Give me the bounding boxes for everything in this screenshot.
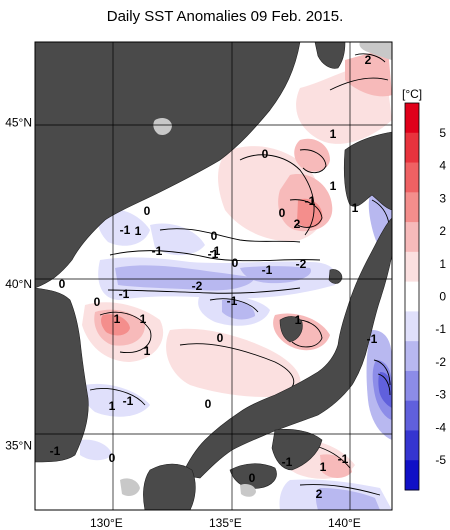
- contour-label: 0: [262, 147, 269, 161]
- contour-label: 0: [279, 206, 286, 220]
- colorbar-tick-label: -3: [435, 388, 446, 402]
- contour-label: 1: [330, 179, 337, 193]
- contour-label: -1: [367, 332, 378, 346]
- lon-tick-label: 130°E: [90, 516, 123, 530]
- colorbar-tick-label: 1: [439, 257, 446, 271]
- colorbar-tick-label: -5: [435, 453, 446, 467]
- contour-label: -1: [305, 194, 316, 208]
- lon-tick-label: 140°E: [328, 516, 361, 530]
- colorbar-swatch: [405, 132, 419, 164]
- lat-tick-label: 35°N: [5, 438, 32, 452]
- colorbar-tick-label: -2: [435, 355, 446, 369]
- colorbar-swatch: [405, 311, 419, 342]
- colorbar-tick-label: -4: [435, 420, 446, 434]
- sea-ice-patches: [120, 42, 392, 497]
- map-frame: [34, 41, 393, 511]
- contour-label: -1: [338, 452, 349, 466]
- contour-label: 2: [316, 487, 323, 501]
- colorbar-swatch: [405, 222, 419, 253]
- contour-label: 0: [59, 277, 66, 291]
- colorbar-swatch: [405, 370, 419, 402]
- contour-label: 0: [205, 397, 212, 411]
- lat-tick-label: 45°N: [5, 116, 32, 130]
- contour-label: 1: [109, 399, 116, 413]
- longitude-ticks: 130°E 135°E 140°E: [90, 516, 361, 530]
- contour-label: 0: [211, 229, 218, 243]
- anomaly-field: [80, 48, 392, 510]
- colorbar-frame: [404, 102, 420, 491]
- colorbar: [°C] 5 4 3 2 1 0 -1 -2 -3 -4 -5: [402, 87, 446, 491]
- colorbar-ticks: 5 4 3 2 1 0 -1 -2 -3 -4 -5: [435, 126, 446, 467]
- contour-label: 2: [294, 217, 301, 231]
- contour-label: 0: [232, 256, 239, 270]
- colorbar-tick-label: 2: [439, 224, 446, 238]
- contour-label: 1: [114, 312, 121, 326]
- contour-label: -2: [192, 279, 203, 293]
- contour-label: -1: [282, 455, 293, 469]
- contour-label: 0: [249, 471, 256, 485]
- contour-label: 1: [295, 313, 302, 327]
- colorbar-tick-label: 3: [439, 191, 446, 205]
- contour-label: 0: [109, 451, 116, 465]
- contour-label: 2: [365, 53, 372, 67]
- colorbar-swatch: [405, 460, 419, 491]
- contour-label: 1: [320, 460, 327, 474]
- contour-label: -1: [50, 444, 61, 458]
- contour-label: -1: [208, 247, 219, 261]
- contour-label: 1: [135, 224, 142, 238]
- contour-label: 0: [94, 295, 101, 309]
- lat-tick-label: 40°N: [5, 277, 32, 291]
- colorbar-tick-label: 0: [439, 290, 446, 304]
- colorbar-unit: [°C]: [402, 87, 422, 101]
- colorbar-swatch: [405, 251, 419, 283]
- colorbar-tick-label: 4: [439, 159, 446, 173]
- contour-label: -1: [120, 223, 131, 237]
- contour-label: -1: [227, 294, 238, 308]
- colorbar-swatches: [404, 102, 420, 491]
- contour-label: -1: [119, 287, 130, 301]
- colorbar-tick-label: 5: [439, 126, 446, 140]
- contour-label: -1: [262, 263, 273, 277]
- colorbar-swatch: [405, 430, 419, 461]
- contour-label: 0: [144, 204, 151, 218]
- contour-label: 1: [330, 127, 337, 141]
- map-title: Daily SST Anomalies 09 Feb. 2015.: [106, 8, 344, 25]
- contour-label: 1: [144, 344, 151, 358]
- contour-label: -1: [123, 394, 134, 408]
- colorbar-swatch: [405, 341, 419, 372]
- colorbar-tick-label: -1: [435, 322, 446, 336]
- lon-tick-label: 135°E: [209, 516, 242, 530]
- contour-label: -1: [152, 244, 163, 258]
- colorbar-swatch: [405, 162, 419, 193]
- colorbar-swatch: [405, 400, 419, 431]
- colorbar-swatch: [405, 192, 419, 223]
- contour-label: 1: [352, 201, 359, 215]
- latitude-ticks: 45°N 40°N 35°N: [5, 116, 32, 453]
- colorbar-swatch: [405, 281, 419, 312]
- colorbar-swatch: [405, 103, 419, 134]
- contour-lines: [89, 53, 391, 496]
- contour-label: -1: [210, 244, 221, 258]
- contour-label: 0: [217, 331, 224, 345]
- contour-label: -2: [296, 257, 307, 271]
- contour-label: 1: [140, 312, 147, 326]
- graticule: [35, 42, 392, 510]
